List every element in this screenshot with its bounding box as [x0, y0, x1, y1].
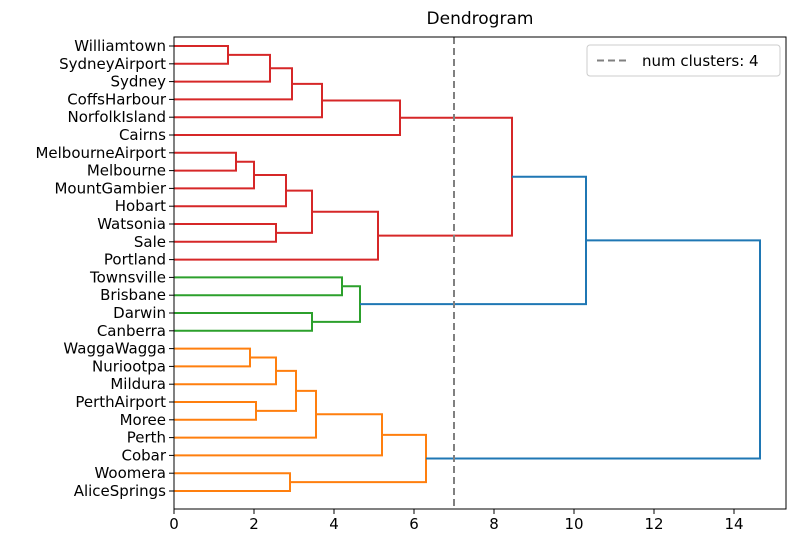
dendrogram-link-n7: [174, 160, 255, 190]
leaf-label-cobar: Cobar: [121, 446, 166, 464]
dendrogram-link-n6: [174, 151, 237, 172]
x-tick-label-2: 2: [249, 515, 259, 533]
x-tick-label-0: 0: [169, 515, 179, 533]
dendrogram-link-n24: [290, 433, 427, 484]
dendrogram-link-n4: [174, 82, 323, 119]
dendrogram-link-n23: [174, 472, 291, 492]
leaf-label-portland: Portland: [104, 251, 166, 269]
dendrogram-link-n3: [174, 67, 293, 101]
x-tick-label-8: 8: [489, 515, 499, 533]
leaf-label-sale: Sale: [134, 233, 166, 251]
dendrogram-link-n9: [174, 223, 277, 243]
dendrogram-link-n25: [426, 239, 761, 460]
leaf-label-norfolkisland: NorfolkIsland: [67, 108, 166, 126]
dendrogram-link-n17: [174, 347, 251, 368]
leaf-label-brisbane: Brisbane: [100, 286, 166, 304]
chart-title: Dendrogram: [427, 9, 534, 29]
leaf-label-perthairport: PerthAirport: [75, 393, 166, 411]
x-tick-label-12: 12: [644, 515, 663, 533]
dendrogram-link-n8: [174, 174, 287, 208]
leaf-label-woomera: Woomera: [94, 464, 166, 482]
leaf-label-alicesprings: AliceSprings: [74, 482, 166, 500]
leaf-label-waggawagga: WaggaWagga: [63, 340, 166, 358]
leaf-label-coffsharbour: CoffsHarbour: [67, 90, 167, 108]
x-tick-label-14: 14: [724, 515, 743, 533]
leaf-label-moree: Moree: [120, 411, 166, 429]
leaf-label-hobart: Hobart: [115, 197, 166, 215]
legend-box: [586, 44, 781, 77]
dendrogram-links: [174, 45, 761, 492]
dendrogram-link-n1: [174, 45, 229, 65]
leaf-labels: WilliamtownSydneyAirportSydneyCoffsHarbo…: [35, 37, 174, 500]
dendrogram-link-n19: [174, 401, 257, 421]
dendrogram-link-n14: [174, 312, 313, 332]
x-tick-label-10: 10: [564, 515, 583, 533]
leaf-label-canberra: Canberra: [97, 322, 166, 340]
dendrogram-link-n2: [174, 53, 271, 83]
leaf-label-darwin: Darwin: [113, 304, 166, 322]
leaf-label-watsonia: Watsonia: [97, 215, 166, 233]
dendrogram-link-n16: [360, 175, 587, 306]
leaf-label-sydney: Sydney: [110, 73, 166, 91]
leaf-label-townsville: Townsville: [89, 268, 166, 286]
leaf-label-nuriootpa: Nuriootpa: [92, 357, 166, 375]
x-axis: 0 2 4 6 8 10 12 14: [169, 509, 744, 533]
leaf-label-cairns: Cairns: [119, 126, 166, 144]
dendrogram-link-n10: [276, 189, 313, 234]
legend-entry-num-clusters: num clusters: 4: [642, 52, 759, 70]
leaf-label-mildura: Mildura: [110, 375, 166, 393]
leaf-label-perth: Perth: [127, 429, 166, 447]
dendrogram-link-n21: [174, 389, 317, 439]
legend: num clusters: 4: [586, 44, 781, 77]
leaf-label-sydneyairport: SydneyAirport: [59, 55, 166, 73]
leaf-label-williamtown: Williamtown: [74, 37, 166, 55]
dendrogram-link-n15: [312, 285, 361, 323]
plot-area-frame: [173, 36, 787, 510]
leaf-label-mountgambier: MountGambier: [54, 179, 166, 197]
leaf-label-melbourne: Melbourne: [87, 162, 166, 180]
x-tick-label-6: 6: [409, 515, 419, 533]
leaf-label-melbourneairport: MelbourneAirport: [35, 144, 166, 162]
dendrogram-link-n13: [174, 276, 343, 297]
x-tick-label-4: 4: [329, 515, 339, 533]
dendrogram-link-n18: [174, 356, 277, 386]
